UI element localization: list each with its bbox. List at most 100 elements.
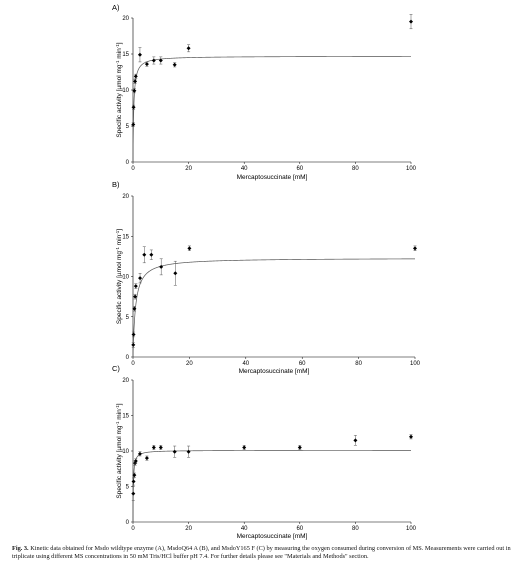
x-tick-label: 60: [299, 361, 306, 367]
y-tick-label: 15: [122, 414, 129, 420]
data-point: [242, 445, 247, 450]
y-axis-label-text: ]: [116, 42, 123, 44]
data-point: [131, 332, 136, 337]
x-tick-label: 80: [352, 526, 359, 532]
x-axis-label: Mercaptosuccinate [mM]: [239, 368, 310, 375]
data-point: [131, 479, 136, 484]
data-point: [187, 246, 192, 251]
data-point: [133, 74, 138, 79]
data-point: [133, 458, 138, 463]
x-tick-label: 20: [185, 526, 192, 532]
y-axis-label: Specific activity [µmol mg-1 min-1]: [115, 403, 123, 498]
x-tick-label: 20: [185, 166, 192, 172]
y-axis-label-superscript: -1: [115, 230, 120, 234]
y-tick-label: 0: [126, 520, 130, 526]
data-point: [409, 19, 413, 24]
y-axis-label-text: ]: [116, 403, 123, 405]
x-tick-label: 0: [131, 526, 135, 532]
y-axis-label-text: min: [116, 409, 123, 422]
x-tick-label: 40: [241, 526, 248, 532]
y-tick-label: 20: [122, 194, 129, 200]
data-point: [131, 122, 136, 127]
y-axis-label-superscript: -1: [115, 247, 120, 251]
data-point: [131, 342, 136, 347]
data-point: [172, 62, 177, 67]
caption-text: Kinetic data obtained for Msdo wildtype …: [12, 545, 511, 561]
y-axis-label: Specific activity [µmol mg-1 min-1]: [115, 229, 123, 324]
data-point: [132, 473, 137, 478]
x-tick-label: 100: [406, 166, 417, 172]
x-tick-label: 60: [296, 526, 303, 532]
x-tick-label: 40: [241, 166, 248, 172]
chart-panel-2: B) 0 5 10 15 20 0 20 40 60 80 100 Mercaptosuccinate …: [112, 180, 421, 375]
panel-label: C): [112, 364, 120, 373]
y-tick-label: 0: [126, 355, 130, 361]
y-axis-label-text: Specific activity [µmol mg: [116, 425, 123, 498]
data-point: [144, 62, 149, 67]
y-axis-label: Specific activity [µmol mg-1 min-1]: [115, 42, 123, 137]
data-point: [137, 451, 142, 456]
fit-curve: [132, 56, 411, 162]
y-axis-label-text: Specific activity [µmol mg: [116, 64, 123, 137]
fit-curve: [132, 450, 411, 522]
data-point: [186, 46, 191, 51]
panel-label: B): [112, 180, 120, 189]
x-axis-label: Mercaptosuccinate [mM]: [237, 533, 308, 540]
x-tick-label: 60: [296, 166, 303, 172]
y-axis-label-superscript: -1: [115, 405, 120, 409]
data-point: [158, 445, 163, 450]
data-point: [158, 58, 163, 63]
y-axis-label-text: min: [116, 48, 123, 61]
x-axis-label: Mercaptosuccinate [mM]: [237, 174, 308, 181]
data-point: [297, 445, 302, 450]
caption-label: Fig. 3.: [12, 545, 29, 552]
chart-panel-1: A) 0 5 10 15 20 0 20 40 60 80 100 Mercaptosuccinate …: [112, 3, 417, 181]
data-point: [149, 252, 154, 257]
chart-panel-3: C) 0 5 10 15 20 0 20 40 60 80 100 Mercaptosuccinate …: [112, 364, 417, 540]
data-point: [413, 246, 417, 251]
y-tick-label: 10: [122, 449, 129, 455]
data-point: [159, 264, 164, 269]
y-axis-label-superscript: -1: [115, 421, 120, 425]
data-point: [133, 284, 138, 289]
x-tick-label: 40: [242, 361, 249, 367]
data-point: [137, 52, 142, 57]
y-tick-label: 20: [122, 16, 129, 22]
data-point: [138, 276, 143, 281]
data-point: [133, 79, 138, 84]
y-tick-label: 5: [126, 485, 130, 491]
y-tick-label: 15: [122, 52, 129, 58]
x-tick-label: 20: [186, 361, 193, 367]
data-point: [151, 445, 156, 450]
y-tick-label: 5: [126, 315, 130, 321]
y-tick-label: 20: [122, 378, 129, 384]
figure-caption: Fig. 3. Kinetic data obtained for Msdo w…: [12, 545, 517, 562]
y-axis-label-superscript: -1: [115, 44, 120, 48]
data-point: [131, 491, 136, 496]
y-tick-label: 10: [122, 275, 129, 281]
data-point: [144, 456, 149, 461]
y-tick-label: 0: [126, 160, 130, 166]
data-point: [353, 438, 358, 443]
x-tick-label: 0: [131, 166, 135, 172]
data-point: [172, 449, 177, 454]
data-point: [151, 58, 156, 63]
x-tick-label: 100: [406, 526, 417, 532]
panel-label: A): [112, 3, 120, 12]
x-tick-label: 0: [131, 361, 135, 367]
x-tick-label: 100: [410, 361, 421, 367]
y-axis-label-text: Specific activity [µmol mg: [116, 251, 123, 324]
data-point: [409, 434, 413, 439]
data-point: [142, 252, 147, 257]
y-tick-label: 15: [122, 234, 129, 240]
data-point: [186, 449, 191, 454]
x-tick-label: 80: [355, 361, 362, 367]
data-point: [132, 306, 137, 311]
data-point: [173, 271, 178, 276]
y-axis-label-text: ]: [116, 229, 123, 231]
x-tick-label: 80: [352, 166, 359, 172]
y-tick-label: 5: [126, 124, 130, 130]
data-point: [133, 294, 138, 299]
y-axis-label-text: min: [116, 234, 123, 247]
